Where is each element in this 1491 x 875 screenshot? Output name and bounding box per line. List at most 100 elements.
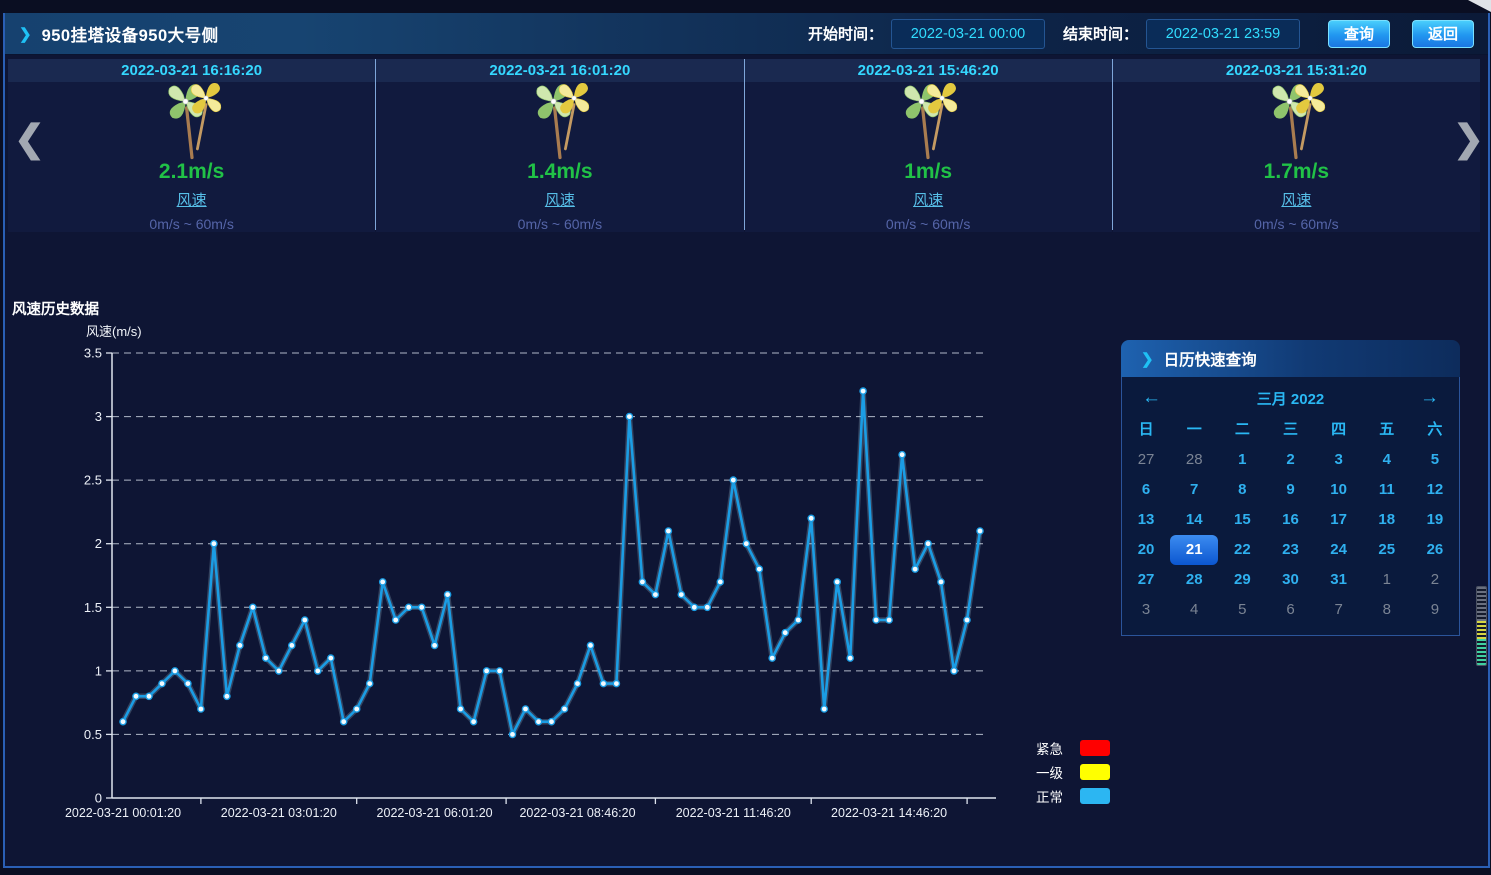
calendar-day[interactable]: 7 — [1190, 481, 1199, 498]
calendar-day[interactable]: 30 — [1282, 571, 1299, 588]
carousel-next-button[interactable]: ❯ — [1453, 118, 1485, 159]
legend-label: 正常 — [1036, 790, 1063, 805]
calendar-next-month-button[interactable]: → — [1420, 387, 1439, 408]
calendar-panel: ❯ 日历快速查询 ← 三月 2022 → 日一二三四五六 27 28 1 2 3 4 5 6 7… — [1121, 340, 1460, 636]
wind-speed-label[interactable]: 风速 — [913, 192, 944, 209]
calendar-day[interactable]: 5 — [1238, 601, 1247, 618]
svg-text:2022-03-21 03:01:20: 2022-03-21 03:01:20 — [221, 806, 337, 820]
svg-text:2022-03-21 08:46:20: 2022-03-21 08:46:20 — [519, 806, 635, 820]
calendar-day[interactable]: 17 — [1330, 511, 1347, 528]
calendar-day-selected[interactable]: 21 — [1170, 535, 1219, 565]
calendar-day[interactable]: 11 — [1378, 481, 1395, 498]
calendar-day[interactable]: 15 — [1234, 511, 1251, 528]
calendar-day[interactable]: 13 — [1137, 511, 1155, 528]
calendar-day[interactable]: 24 — [1330, 541, 1347, 558]
calendar-day[interactable]: 25 — [1378, 541, 1396, 558]
calendar-day[interactable]: 18 — [1378, 511, 1396, 528]
calendar-day[interactable]: 1 — [1382, 571, 1391, 588]
calendar-day[interactable]: 26 — [1426, 541, 1444, 558]
calendar-day[interactable]: 27 — [1137, 571, 1155, 588]
calendar-day[interactable]: 29 — [1234, 571, 1251, 588]
calendar-day[interactable]: 7 — [1334, 601, 1343, 618]
header-controls: 开始时间： 结束时间： 查询 返回 — [808, 18, 1474, 49]
calendar-day[interactable]: 22 — [1234, 541, 1251, 558]
calendar-day[interactable]: 20 — [1137, 541, 1155, 558]
carousel-prev-button[interactable]: ❮ — [14, 118, 46, 159]
calendar-weekday: 一 — [1186, 421, 1202, 438]
calendar-header: ❯ 日历快速查询 — [1121, 340, 1460, 377]
end-time-label: 结束时间： — [1062, 26, 1138, 43]
calendar-day[interactable]: 8 — [1238, 481, 1247, 498]
chart-legend: 紧急 一级 正常 — [1036, 736, 1110, 808]
svg-text:1: 1 — [95, 663, 102, 678]
calendar-day[interactable]: 3 — [1334, 451, 1343, 468]
panel-left-border — [3, 13, 5, 866]
calendar-day[interactable]: 4 — [1382, 451, 1391, 468]
calendar-title: 日历快速查询 — [1163, 351, 1257, 369]
svg-text:2022-03-21 00:01:20: 2022-03-21 00:01:20 — [65, 806, 181, 820]
calendar-day[interactable]: 31 — [1330, 571, 1347, 588]
pinwheel-icon — [167, 83, 221, 160]
calendar-day[interactable]: 8 — [1382, 601, 1391, 618]
legend-swatch — [1080, 788, 1110, 804]
svg-text:风速(m/s): 风速(m/s) — [86, 324, 142, 339]
wind-speed-value: 1.7m/s — [1263, 160, 1330, 183]
calendar-day[interactable]: 4 — [1190, 601, 1199, 618]
calendar-day[interactable]: 28 — [1185, 451, 1203, 468]
calendar-day[interactable]: 2 — [1430, 571, 1440, 588]
end-time-input[interactable] — [1146, 18, 1300, 49]
start-time-input[interactable] — [890, 18, 1045, 49]
pinwheel-icon — [536, 83, 589, 160]
card-body: 2.1m/s 风速 0m/s ~ 60m/s — [8, 82, 376, 232]
corner-icon — [1468, 0, 1491, 12]
wind-speed-range: 0m/s ~ 60m/s — [149, 216, 234, 232]
calendar-day[interactable]: 23 — [1282, 541, 1299, 558]
card-timestamp: 2022-03-21 15:46:20 — [744, 59, 1112, 82]
calendar-day[interactable]: 3 — [1141, 601, 1151, 618]
wind-speed-chart: 风速(m/s) 0 0.5 1 1.5 2 2.5 3 3.5 2022-03-21 00:01:… — [0, 320, 1020, 832]
calendar-weekday: 四 — [1331, 421, 1347, 438]
pinwheel-icon — [904, 83, 958, 160]
wind-speed-label[interactable]: 风速 — [1281, 192, 1312, 209]
svg-text:3.5: 3.5 — [84, 346, 102, 361]
calendar-day[interactable]: 6 — [1286, 601, 1295, 618]
calendar-day[interactable]: 2 — [1286, 451, 1295, 468]
scrollbar-thumb[interactable] — [1476, 586, 1487, 666]
calendar-day[interactable]: 6 — [1141, 481, 1151, 498]
calendar-day[interactable]: 28 — [1185, 571, 1203, 588]
calendar-day[interactable]: 14 — [1185, 511, 1203, 528]
chart-section-title: 风速历史数据 — [12, 302, 99, 318]
calendar-day[interactable]: 5 — [1430, 451, 1440, 468]
calendar-day[interactable]: 19 — [1426, 511, 1444, 528]
scrollbar-thumb-stripe-green — [1477, 639, 1486, 665]
back-button[interactable]: 返回 — [1412, 19, 1474, 48]
wind-speed-range: 0m/s ~ 60m/s — [1254, 216, 1339, 232]
calendar-body: ← 三月 2022 → 日一二三四五六 27 28 1 2 3 4 5 6 7 8 9 10 11 12 1… — [1121, 377, 1460, 636]
legend-item[interactable]: 正常 — [1036, 784, 1110, 808]
header-bar: ❯ 950挂塔设备950大号侧 开始时间： 结束时间： 查询 返回 — [5, 13, 1488, 55]
legend-item[interactable]: 紧急 — [1036, 736, 1110, 760]
calendar-day[interactable]: 1 — [1238, 451, 1247, 468]
card-timestamp: 2022-03-21 15:31:20 — [1112, 59, 1480, 82]
wind-speed-label[interactable]: 风速 — [176, 192, 207, 209]
wind-speed-label[interactable]: 风速 — [544, 192, 575, 209]
calendar-day[interactable]: 27 — [1137, 451, 1155, 468]
calendar-prev-month-button[interactable]: ← — [1142, 387, 1161, 408]
wind-speed-chart-svg: 风速(m/s) 0 0.5 1 1.5 2 2.5 3 3.5 2022-03-21 00:01:… — [65, 324, 996, 820]
calendar-day[interactable]: 10 — [1330, 481, 1347, 498]
panel-right-border — [1488, 13, 1490, 866]
calendar-day[interactable]: 9 — [1286, 481, 1295, 498]
legend-item[interactable]: 一级 — [1036, 760, 1110, 784]
calendar-day-grid: 27 28 1 2 3 4 5 6 7 8 9 10 11 12 13 14 15 16 17 18 19 20 21 22 2… — [1122, 445, 1459, 625]
card-body: 1.4m/s 风速 0m/s ~ 60m/s — [376, 82, 744, 232]
legend-swatch — [1080, 764, 1110, 780]
calendar-chevron-icon: ❯ — [1141, 350, 1154, 368]
svg-text:1.5: 1.5 — [84, 600, 102, 615]
calendar-day[interactable]: 16 — [1282, 511, 1299, 528]
scrollbar-thumb-stripe-yellow — [1477, 621, 1486, 639]
wind-speed-range: 0m/s ~ 60m/s — [885, 216, 971, 232]
calendar-day[interactable]: 9 — [1430, 601, 1440, 618]
device-card: 2022-03-21 15:31:20 1.7m/s 风速 0m/s ~ 60m… — [1112, 59, 1480, 232]
query-button[interactable]: 查询 — [1328, 19, 1390, 48]
calendar-day[interactable]: 12 — [1426, 481, 1444, 498]
